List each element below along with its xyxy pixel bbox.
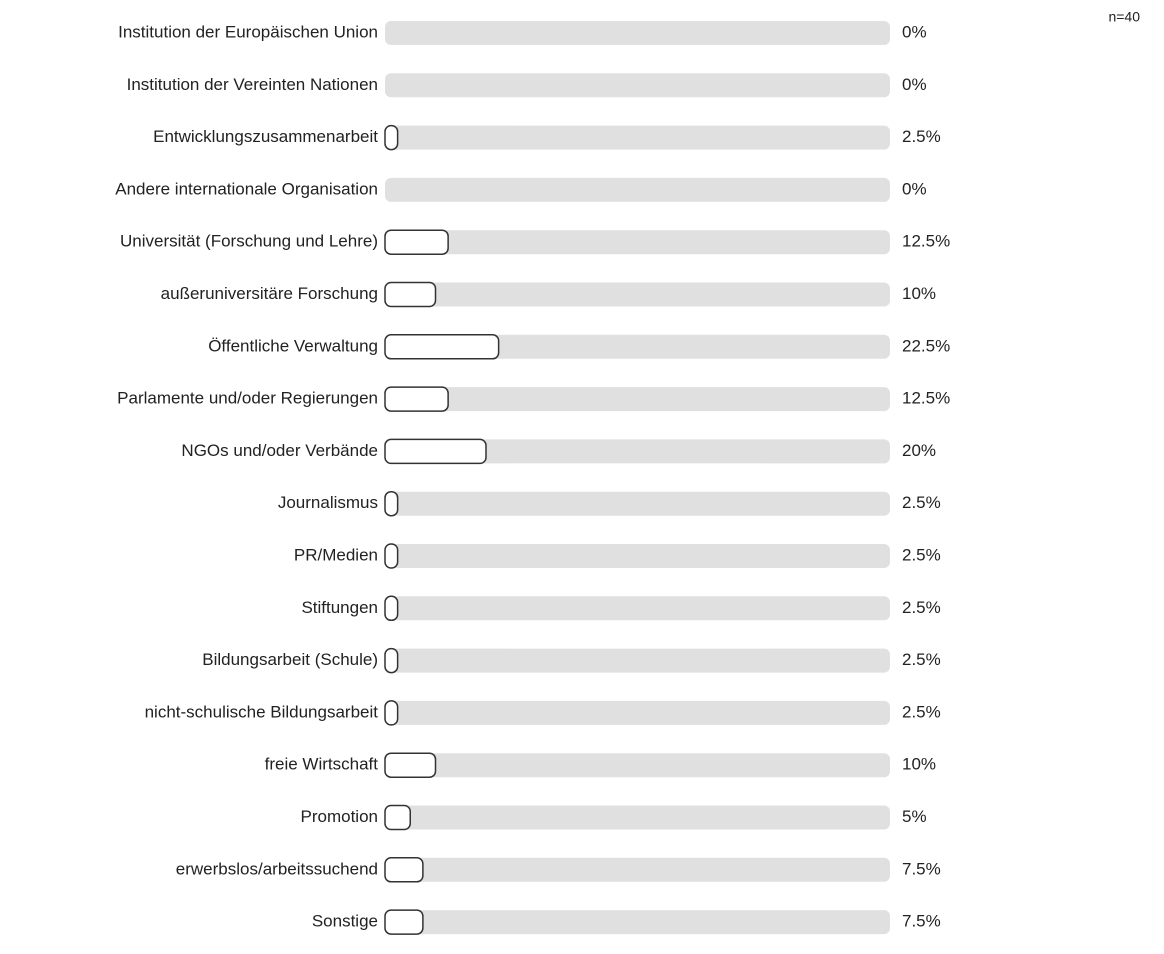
bar-track [385,73,890,98]
bar [384,909,424,935]
category-label: außeruniversitäre Forschung [161,284,378,303]
bar-track [385,21,890,45]
sample-size: n=40 [1108,9,1140,25]
category-label: erwerbslos/arbeitssuchend [176,859,378,878]
value-label: 7.5% [902,912,941,931]
bar [384,595,399,622]
bar-track [385,439,890,464]
category-label: Journalismus [278,493,378,512]
value-label: 0% [902,75,927,94]
bar [384,700,399,726]
category-label: Promotion [301,807,378,826]
bar-track [385,805,890,830]
bar [384,334,500,360]
value-label: 10% [902,284,936,303]
category-label: Sonstige [312,912,378,931]
value-label: 20% [902,441,936,460]
bar-track [385,334,890,359]
value-label: 0% [902,179,927,198]
bar-track [385,700,890,725]
bar-track [385,282,890,307]
value-label: 10% [902,755,936,774]
bar [384,386,449,412]
value-label: 7.5% [902,859,941,878]
value-label: 2.5% [902,598,941,617]
bar-track [385,857,890,882]
value-label: 2.5% [902,127,941,146]
category-label: PR/Medien [294,545,378,564]
bar-track [385,387,890,412]
bar [384,438,487,465]
value-label: 2.5% [902,545,941,564]
bar [384,229,449,255]
value-label: 2.5% [902,702,941,721]
bar-track [385,125,890,150]
bar-track [385,491,890,516]
category-label: Öffentliche Verwaltung [208,336,378,355]
category-label: nicht-schulische Bildungsarbeit [145,702,379,721]
bar [384,857,424,883]
bar-track [385,596,890,621]
value-label: 2.5% [902,650,941,669]
category-label: Parlamente und/oder Regierungen [117,389,378,408]
bar [384,490,399,517]
category-label: Stiftungen [301,598,378,617]
bar [384,543,399,569]
value-label: 12.5% [902,232,950,251]
category-label: Bildungsarbeit (Schule) [202,650,378,669]
value-label: 5% [902,807,927,826]
bar [384,124,399,151]
bar-track [385,230,890,255]
bar [384,752,437,778]
bar [384,647,399,674]
bar-track [385,648,890,673]
bar-track [385,177,890,202]
bar [384,804,411,831]
bar-track [385,910,890,935]
category-label: Andere internationale Organisation [115,179,378,198]
category-label: Entwicklungszusammenarbeit [153,127,378,146]
category-label: Institution der Vereinten Nationen [127,75,378,94]
category-label: Universität (Forschung und Lehre) [120,232,378,251]
bar-track [385,544,890,568]
value-label: 22.5% [902,336,950,355]
bar-track [385,753,890,778]
bar [384,281,437,308]
category-label: NGOs und/oder Verbände [181,441,378,460]
category-label: freie Wirtschaft [265,755,379,774]
value-label: 2.5% [902,493,941,512]
value-label: 12.5% [902,389,950,408]
value-label: 0% [902,22,927,41]
category-label: Institution der Europäischen Union [118,22,378,41]
